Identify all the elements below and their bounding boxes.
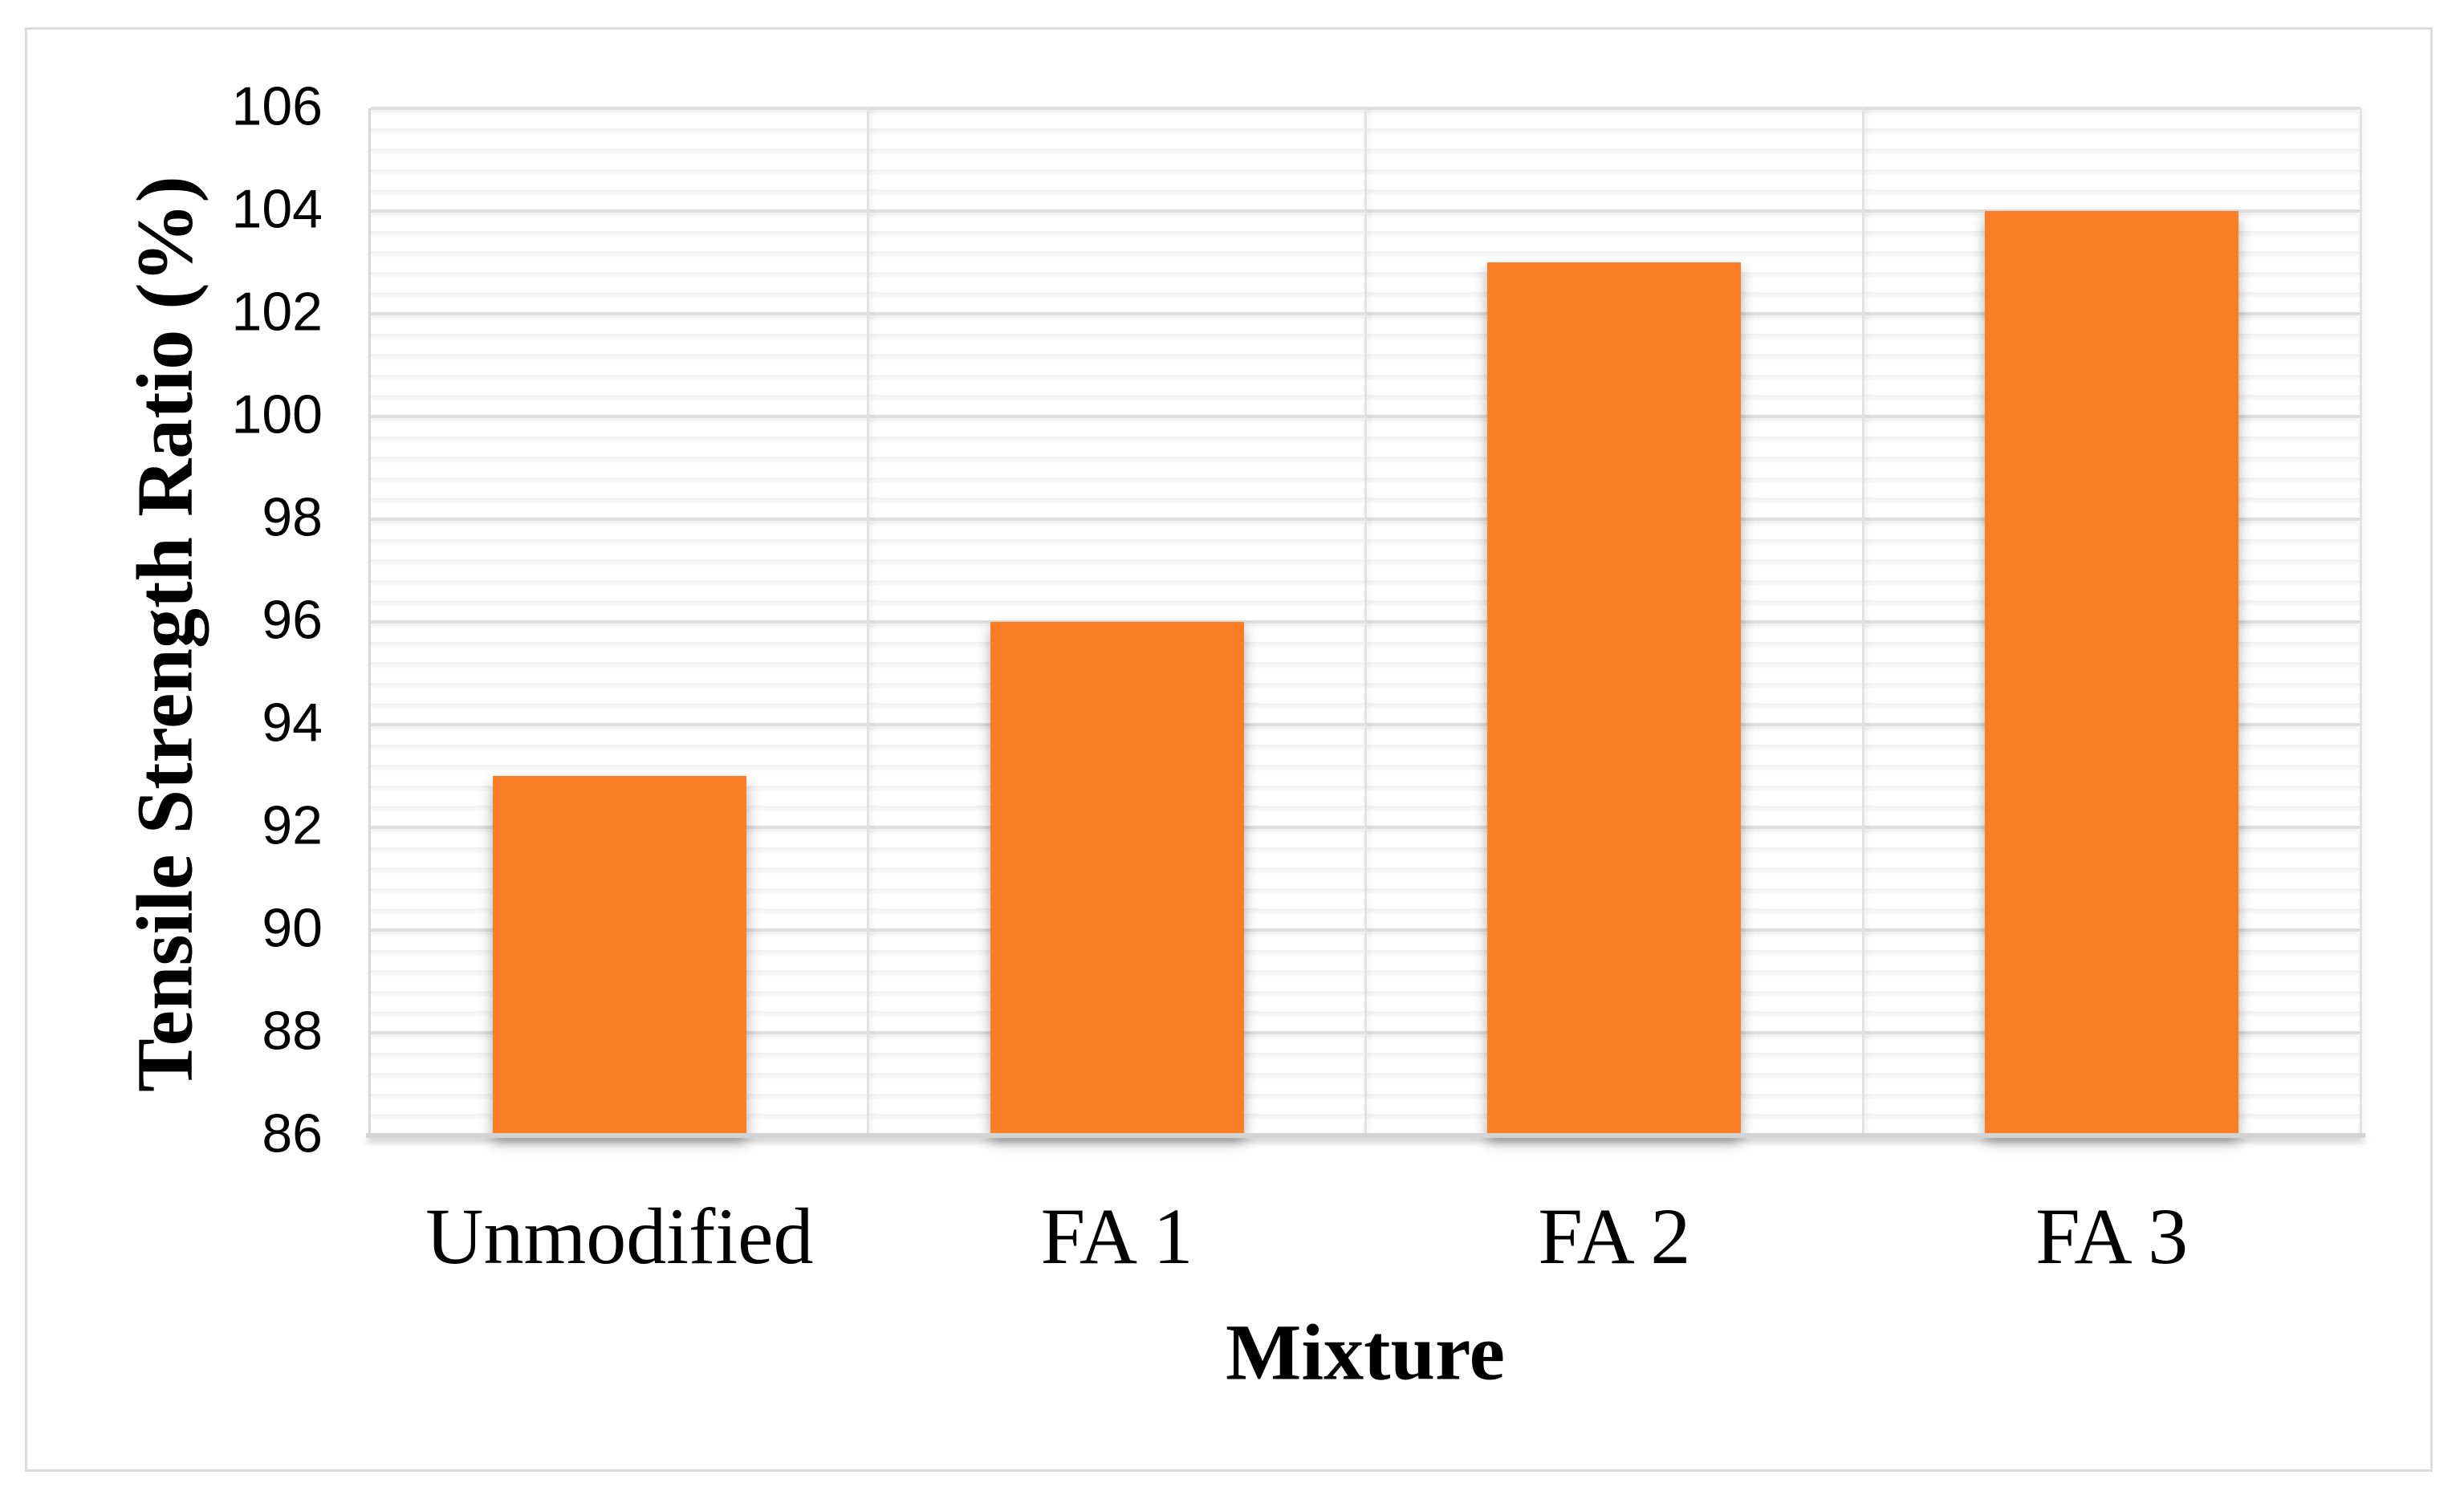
y-tick-label: 102 xyxy=(231,281,323,343)
y-axis-line xyxy=(368,108,371,1135)
plot-area xyxy=(371,107,2362,1137)
y-tick-label: 88 xyxy=(262,1000,323,1062)
x-category-label: FA 1 xyxy=(1040,1192,1193,1281)
bar-fa-2 xyxy=(1487,262,1742,1135)
y-tick-label: 92 xyxy=(262,794,323,856)
x-axis-line xyxy=(366,1133,2365,1138)
bar-fa-1 xyxy=(990,622,1244,1135)
y-tick-label: 86 xyxy=(262,1103,323,1164)
x-category-label: FA 3 xyxy=(2035,1192,2189,1281)
bar-fa-3 xyxy=(1985,211,2239,1135)
gridline-vertical-category xyxy=(1364,108,1367,1135)
y-tick-label: 98 xyxy=(262,486,323,548)
y-tick-label: 104 xyxy=(231,178,323,240)
gridline-vertical-category xyxy=(867,108,870,1135)
y-tick-label: 106 xyxy=(231,75,323,137)
y-tick-label: 90 xyxy=(262,897,323,959)
x-category-label: FA 2 xyxy=(1538,1192,1691,1281)
gridline-vertical-category xyxy=(2359,108,2362,1135)
x-axis-title: Mixture xyxy=(1225,1307,1506,1397)
y-axis-title: Tensile Strength Ratio (%) xyxy=(120,176,209,1092)
y-tick-label: 94 xyxy=(262,692,323,754)
x-category-label: Unmodified xyxy=(425,1192,814,1281)
y-tick-label: 96 xyxy=(262,589,323,651)
bar-unmodified xyxy=(492,776,746,1135)
gridline-vertical-category xyxy=(1861,108,1864,1135)
y-tick-label: 100 xyxy=(231,384,323,445)
